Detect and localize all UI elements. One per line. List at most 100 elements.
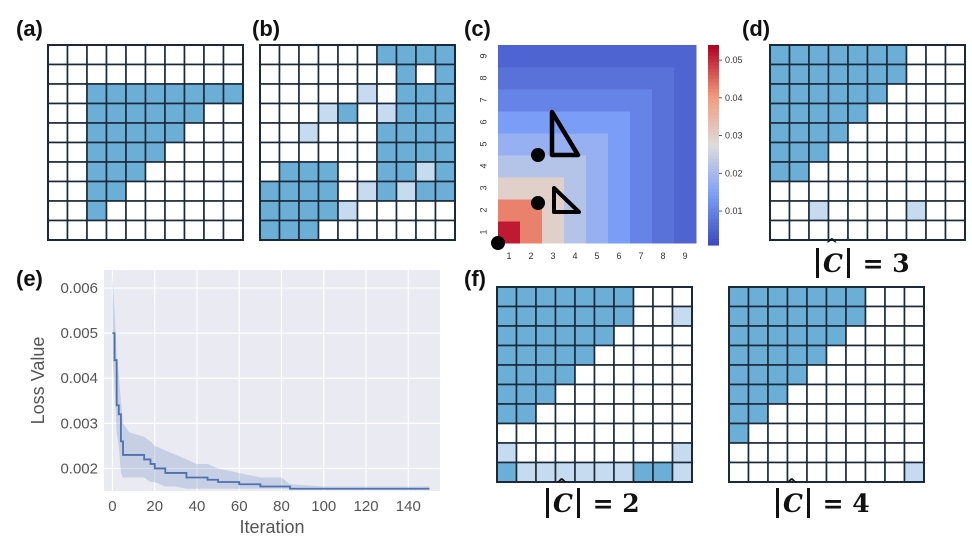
matrix-cell	[317, 83, 339, 105]
colorbar-segment	[708, 195, 719, 199]
matrix-cell	[827, 83, 849, 105]
heatmap-cell	[630, 177, 653, 200]
matrix-cell	[613, 403, 635, 425]
matrix-cell	[105, 44, 127, 66]
matrix-cell	[884, 461, 906, 483]
matrix-cell	[105, 63, 127, 85]
matrix-cell	[847, 83, 869, 105]
matrix-cell	[903, 442, 925, 464]
matrix-cell	[905, 180, 927, 202]
matrix-cell	[884, 344, 906, 366]
heatmap-cell	[498, 45, 521, 68]
matrix-cell	[496, 344, 518, 366]
matrix-cell	[886, 44, 908, 66]
matrix-cell	[905, 141, 927, 163]
heatmap-cell	[498, 221, 521, 244]
matrix-cell	[864, 344, 886, 366]
matrix-cell	[125, 219, 147, 241]
matrix-cell	[554, 442, 576, 464]
matrix-cell	[747, 305, 769, 327]
matrix-cell	[769, 141, 791, 163]
matrix-cell	[574, 403, 596, 425]
matrix-cell	[515, 461, 537, 483]
matrix-cell	[613, 325, 635, 347]
matrix-cell	[515, 286, 537, 308]
matrix-cell	[827, 141, 849, 163]
colorbar-segment	[708, 98, 719, 103]
matrix-cell	[164, 219, 186, 241]
matrix-cell	[767, 364, 789, 386]
matrix-cell	[767, 383, 789, 405]
matrix-cell	[395, 122, 417, 144]
matrix-cell	[317, 161, 339, 183]
matrix-cell	[825, 286, 847, 308]
heatmap-y-tick: 1	[478, 229, 488, 234]
matrix-cell	[944, 122, 966, 144]
colorbar-segment	[708, 178, 719, 183]
heatmap-cell	[608, 45, 631, 68]
matrix-cell	[356, 63, 378, 85]
matrix-cell	[847, 122, 869, 144]
matrix-cell	[747, 344, 769, 366]
matrix-cell	[788, 44, 810, 66]
heatmap-cell	[652, 133, 675, 156]
matrix-cell	[125, 102, 147, 124]
colorbar-segment	[708, 161, 719, 166]
matrix-cell	[652, 364, 674, 386]
matrix-cell	[728, 403, 750, 425]
matrix-cell	[356, 180, 378, 202]
matrix-cell	[535, 344, 557, 366]
matrix-cell	[395, 180, 417, 202]
matrix-cell	[317, 180, 339, 202]
matrix-cell	[125, 200, 147, 222]
matrix-cell	[105, 161, 127, 183]
heatmap-cell	[652, 111, 675, 134]
matrix-cell	[415, 219, 437, 241]
matrix-cell	[554, 305, 576, 327]
matrix-cell	[769, 102, 791, 124]
heatmap-cell	[652, 221, 675, 244]
heatmap-cell	[520, 89, 543, 112]
colorbar-segment	[708, 105, 719, 109]
matrix-cell	[376, 44, 398, 66]
heatmap-cell	[586, 67, 609, 90]
matrix-cell	[434, 102, 456, 124]
y-tick-label: 0.003	[60, 415, 98, 432]
heatmap-cell	[608, 177, 631, 200]
colorbar-segment	[708, 238, 719, 243]
matrix-cell	[769, 200, 791, 222]
colorbar-segment	[708, 148, 719, 153]
matrix-cell	[395, 102, 417, 124]
matrix-cell	[786, 325, 808, 347]
matrix-cell	[376, 102, 398, 124]
colorbar-segment	[708, 131, 719, 136]
matrix-cell	[515, 442, 537, 464]
heatmap-cell	[674, 133, 697, 156]
heatmap-x-tick: 4	[572, 251, 577, 261]
heatmap-cell	[608, 221, 631, 244]
matrix-cell	[866, 219, 888, 241]
matrix-cell	[806, 403, 828, 425]
matrix-cell	[747, 442, 769, 464]
matrix-cell	[496, 383, 518, 405]
matrix-cell	[808, 141, 830, 163]
matrix-cell	[183, 102, 205, 124]
matrix-cell	[356, 83, 378, 105]
matrix-cell	[86, 63, 108, 85]
matrix-cell	[593, 305, 615, 327]
matrix-cell	[298, 44, 320, 66]
colorbar-segment	[708, 45, 719, 49]
matrix-cell	[337, 219, 359, 241]
caption-f-left-symbol: C	[553, 475, 573, 518]
matrix-cell	[164, 180, 186, 202]
x-tick-label: 40	[189, 498, 206, 515]
plot-background	[104, 270, 440, 491]
matrix-cell	[356, 44, 378, 66]
matrix-cell	[632, 364, 654, 386]
matrix-cell	[864, 364, 886, 386]
matrix-cell	[767, 403, 789, 425]
matrix-cell	[944, 83, 966, 105]
matrix-cell	[886, 83, 908, 105]
matrix-cell	[144, 200, 166, 222]
matrix-cell	[903, 461, 925, 483]
